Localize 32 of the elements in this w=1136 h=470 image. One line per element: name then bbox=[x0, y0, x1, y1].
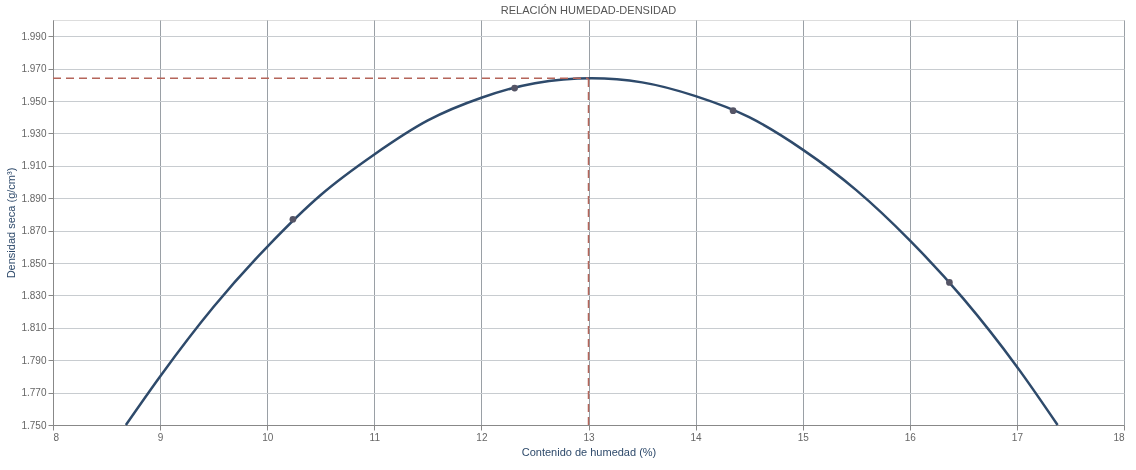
y-tick-label: 1.830 bbox=[21, 289, 47, 301]
y-axis-title: Densidad seca (g/cm³) bbox=[5, 167, 18, 279]
x-tick-label: 16 bbox=[904, 431, 917, 443]
x-tick-label: 14 bbox=[690, 431, 703, 443]
y-tick-label: 1.870 bbox=[21, 225, 47, 237]
x-tick-label: 15 bbox=[797, 431, 810, 443]
y-tick-label: 1.950 bbox=[21, 95, 47, 107]
line-series bbox=[124, 77, 1059, 427]
point bbox=[289, 215, 297, 223]
y-tick-label: 1.790 bbox=[21, 354, 47, 366]
y-tick-label: 1.810 bbox=[21, 322, 47, 334]
x-tick-label: 17 bbox=[1011, 431, 1024, 443]
y-tick-label: 1.910 bbox=[21, 160, 47, 172]
point bbox=[729, 107, 737, 115]
chart-title: RELACIÓN HUMEDAD-DENSIDAD bbox=[500, 4, 677, 16]
x-tick-label: 11 bbox=[369, 431, 381, 443]
y-tick-label: 1.850 bbox=[21, 257, 47, 269]
x-tick-label: 9 bbox=[157, 431, 164, 443]
point bbox=[511, 84, 518, 92]
x-axis-title: Contenido de humedad (%) bbox=[521, 445, 657, 458]
x-tick-label: 10 bbox=[262, 431, 274, 443]
x-tick-label: 13 bbox=[583, 431, 595, 443]
y-tick-label: 1.770 bbox=[21, 387, 47, 399]
y-tick-label: 1.890 bbox=[21, 192, 47, 204]
x-tick-label: 18 bbox=[1113, 431, 1125, 443]
y-tick-label: 1.750 bbox=[21, 419, 47, 431]
x-tick-label: 8 bbox=[53, 431, 60, 443]
x-tick-label: 12 bbox=[476, 431, 488, 443]
y-tick-label: 1.930 bbox=[21, 127, 47, 139]
point bbox=[946, 279, 953, 286]
y-tick-label: 1.990 bbox=[21, 30, 47, 42]
y-tick-label: 1.970 bbox=[21, 63, 47, 75]
